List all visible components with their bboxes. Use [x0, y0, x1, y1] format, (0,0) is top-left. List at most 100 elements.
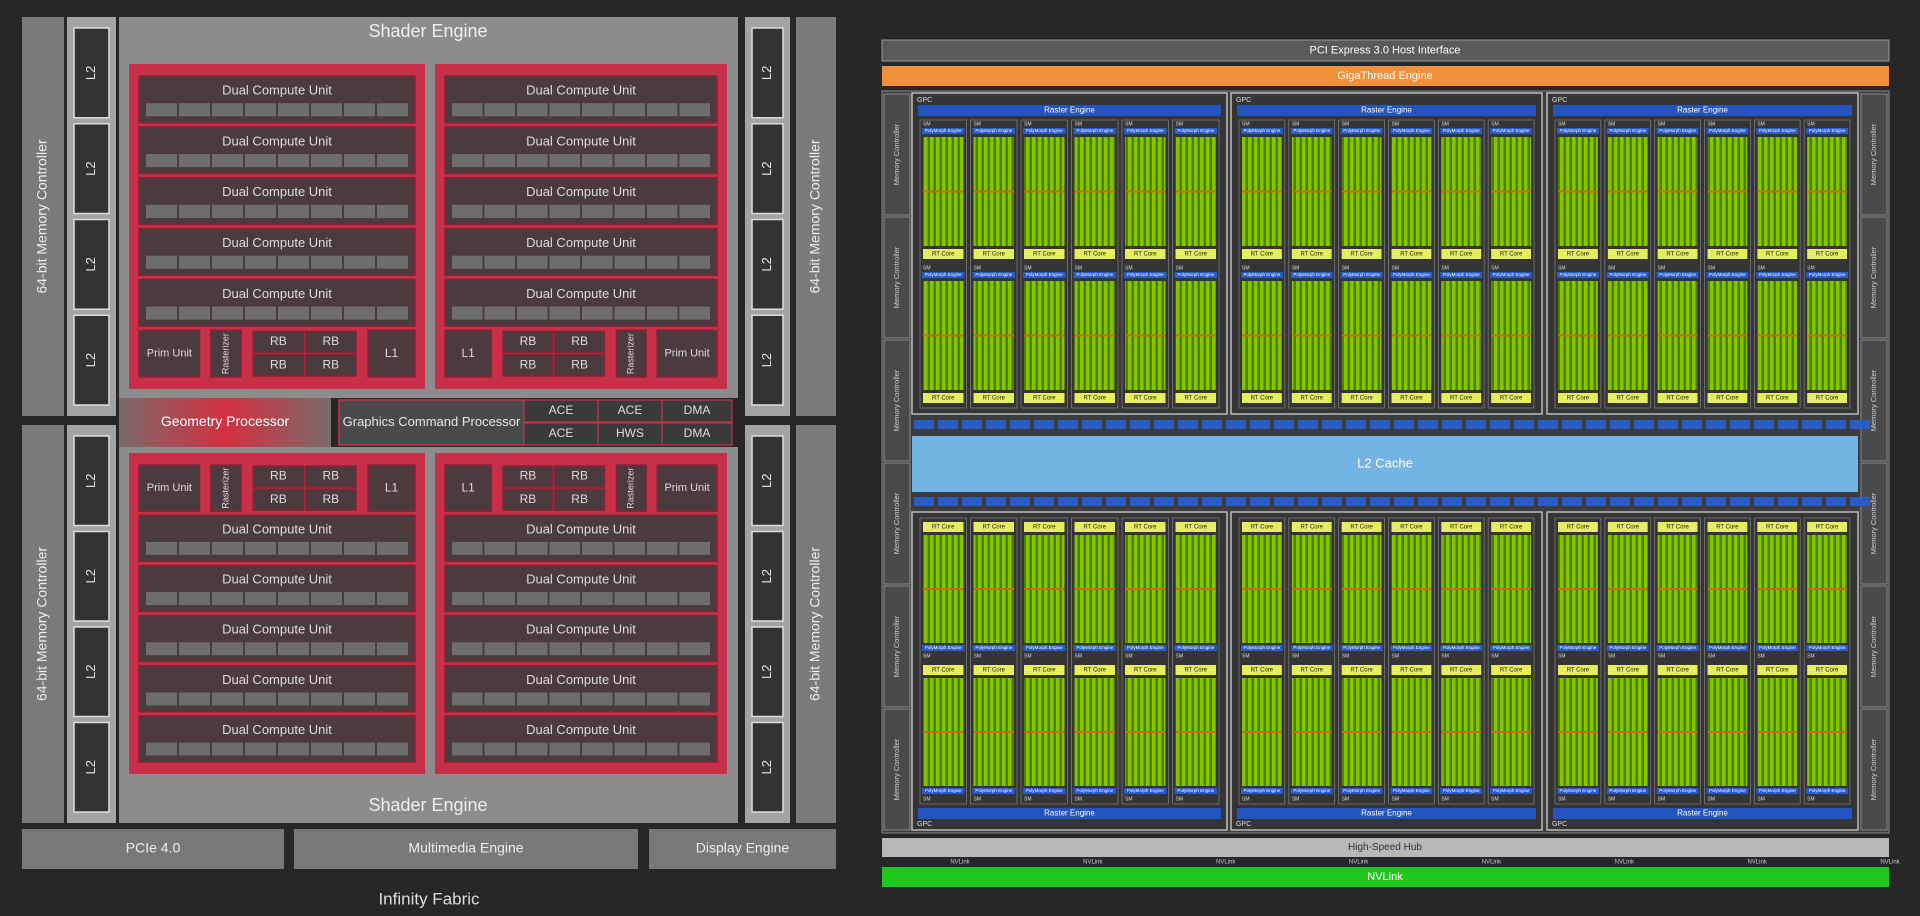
memory-controller-label: Memory Controller [1869, 123, 1878, 185]
l2-slice [73, 314, 110, 406]
rasterizer-label: Rasterizer [220, 333, 230, 374]
polymorph-engine-label: PolyMorph Engine [1026, 645, 1063, 650]
memory-controller [883, 216, 911, 339]
compute-cell [146, 204, 177, 218]
compute-cell [146, 255, 177, 269]
nvlink-port-label: NVLink [1880, 860, 1900, 866]
tpc [919, 517, 967, 805]
crossbar-segment [1106, 420, 1126, 429]
polymorph-engine-label: PolyMorph Engine [1293, 128, 1330, 133]
rt-core-label: RT Core [1134, 396, 1157, 402]
rt-core-label: RT Core [1617, 525, 1640, 531]
compute-cell [484, 642, 515, 656]
rt-core-label: RT Core [1567, 525, 1590, 531]
rt-core [1807, 665, 1847, 675]
sm-divider [1607, 588, 1648, 590]
compute-cell [146, 541, 177, 555]
crossbar-segment [1298, 497, 1318, 506]
crossbar-segment [1466, 420, 1486, 429]
tpc [1338, 517, 1385, 805]
rt-core [1175, 249, 1216, 259]
crossbar-segment [914, 497, 934, 506]
sm-divider [1558, 334, 1598, 337]
compute-cell [679, 642, 710, 656]
rt-core [1391, 665, 1432, 675]
crossbar-segment [1778, 420, 1798, 429]
io-block-label: Multimedia Engine [408, 840, 523, 856]
polymorph-engine [1557, 272, 1599, 278]
compute-cell [179, 541, 210, 555]
polymorph-engine [972, 645, 1015, 651]
raster-engine [918, 808, 1221, 819]
compute-cell [278, 103, 309, 117]
rt-core-label: RT Core [1033, 252, 1056, 258]
compute-cell [614, 742, 645, 756]
rt-core [973, 249, 1014, 259]
sm-label: SM [1558, 121, 1566, 127]
compute-cell [311, 541, 342, 555]
compute-cell [179, 742, 210, 756]
compute-cell [582, 204, 613, 218]
l2-label: L2 [759, 474, 774, 488]
render-backend [502, 465, 554, 488]
compute-cell [517, 255, 548, 269]
raster-engine-label: Raster Engine [1044, 809, 1095, 818]
polymorph-engine-label: PolyMorph Engine [1127, 272, 1164, 277]
crossbar-segment [1610, 420, 1630, 429]
crossbar-segment [1466, 497, 1486, 506]
dual-compute-unit-label: Dual Compute Unit [222, 672, 332, 687]
crossbar-segment [1658, 497, 1678, 506]
rt-core [1491, 665, 1531, 675]
sm-divider [1707, 588, 1748, 590]
rt-core-label: RT Core [932, 396, 955, 402]
rt-core [1125, 665, 1166, 675]
compute-cell [484, 255, 515, 269]
sm-divider [923, 588, 964, 590]
front-end-block-label: ACE [618, 403, 643, 417]
rt-core [1558, 249, 1598, 259]
io-block-label: Display Engine [696, 840, 790, 856]
tpc [1388, 119, 1435, 409]
dual-compute-unit-label: Dual Compute Unit [222, 622, 332, 637]
compute-cell [484, 153, 515, 168]
tpc [1704, 119, 1751, 409]
compute-cell [517, 103, 548, 117]
sm-label: SM [1024, 265, 1032, 271]
sm-label: SM [1491, 653, 1499, 659]
io-block-label: PCIe 4.0 [126, 840, 181, 856]
polymorph-engine-label: PolyMorph Engine [1493, 645, 1530, 650]
polymorph-engine-label: PolyMorph Engine [975, 788, 1012, 793]
rt-core [1242, 249, 1282, 259]
sm-label: SM [1608, 265, 1616, 271]
crossbar-segment [1730, 420, 1750, 429]
compute-cell [549, 306, 580, 320]
rt-core [1024, 393, 1065, 403]
compute-cell [647, 592, 678, 606]
crossbar-segment [1586, 420, 1606, 429]
rasterizer-label: Rasterizer [626, 468, 636, 509]
l2-slice [73, 530, 110, 622]
crossbar-segment [1034, 497, 1054, 506]
polymorph-engine [1023, 645, 1066, 651]
rt-core [1441, 249, 1482, 259]
sm-label: SM [1708, 265, 1716, 271]
compute-cell [212, 153, 243, 168]
rt-core [1175, 665, 1216, 675]
polymorph-engine-label: PolyMorph Engine [1026, 272, 1063, 277]
crossbar-segment [1178, 420, 1198, 429]
l2-slice [73, 218, 110, 310]
polymorph-engine [1290, 645, 1333, 651]
rt-core [1024, 249, 1065, 259]
rt-core [1341, 665, 1382, 675]
geometry-processor [119, 398, 331, 447]
rt-core-label: RT Core [1301, 525, 1324, 531]
sm-label: SM [1658, 121, 1666, 127]
polymorph-engine [1756, 272, 1799, 278]
l2-label: L2 [759, 569, 774, 583]
polymorph-engine-label: PolyMorph Engine [1293, 645, 1330, 650]
compute-cell [484, 541, 515, 555]
polymorph-engine [1174, 788, 1217, 794]
sm-label: SM [923, 796, 931, 802]
l2-label: L2 [83, 474, 98, 488]
render-backend [304, 488, 357, 511]
